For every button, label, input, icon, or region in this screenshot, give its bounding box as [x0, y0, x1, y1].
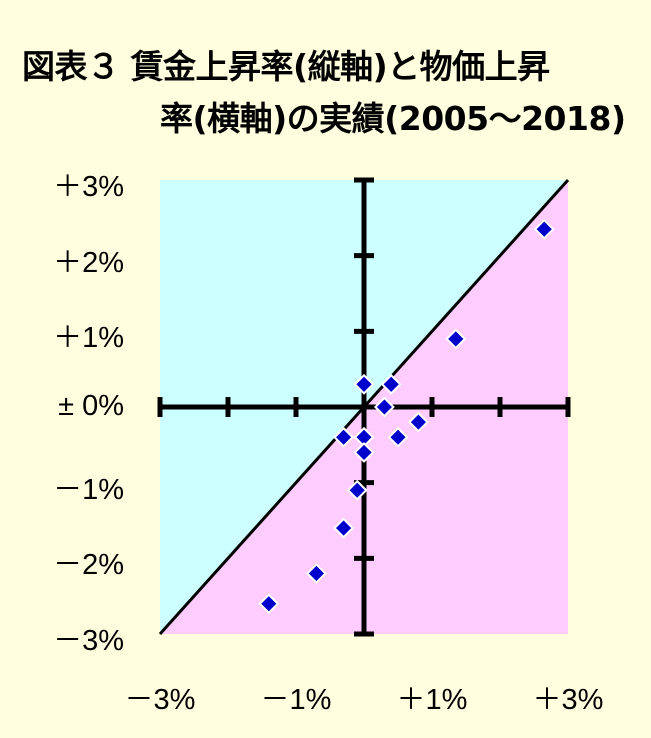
data-point [305, 563, 327, 584]
data-point [373, 396, 395, 418]
data-point [333, 517, 355, 539]
data-point [346, 479, 368, 501]
data-point [333, 426, 355, 448]
y-tick-label: ＋3% [53, 171, 124, 203]
data-point [407, 411, 429, 433]
data-point [533, 218, 555, 240]
x-tick-label: －3% [124, 684, 196, 716]
x-tick-label: －1% [260, 684, 332, 716]
data-point [353, 373, 375, 395]
x-tick-label: ＋3% [532, 684, 604, 716]
data-point [258, 593, 280, 615]
data-point [445, 328, 467, 350]
y-tick-label: －1% [53, 473, 124, 506]
data-point [353, 441, 375, 463]
x-tick-label: ＋1% [396, 684, 468, 716]
y-tick-label: －3% [53, 625, 124, 657]
diagonal-reference-line [158, 178, 570, 636]
chart-title-line1: 図表３ 賃金上昇率(縦軸)と物価上昇 [22, 47, 550, 86]
plot-axes [157, 177, 571, 637]
y-tick-label: ＋2% [53, 246, 124, 279]
chart-title-line2: 率(横軸)の実績(2005～2018) [160, 99, 626, 138]
data-point [380, 373, 402, 395]
y-tick-label: －2% [53, 549, 124, 582]
y-tick-label: ± 0% [58, 390, 124, 422]
y-tick-label: ＋1% [53, 322, 124, 355]
data-points [258, 218, 555, 615]
data-point [387, 426, 409, 448]
